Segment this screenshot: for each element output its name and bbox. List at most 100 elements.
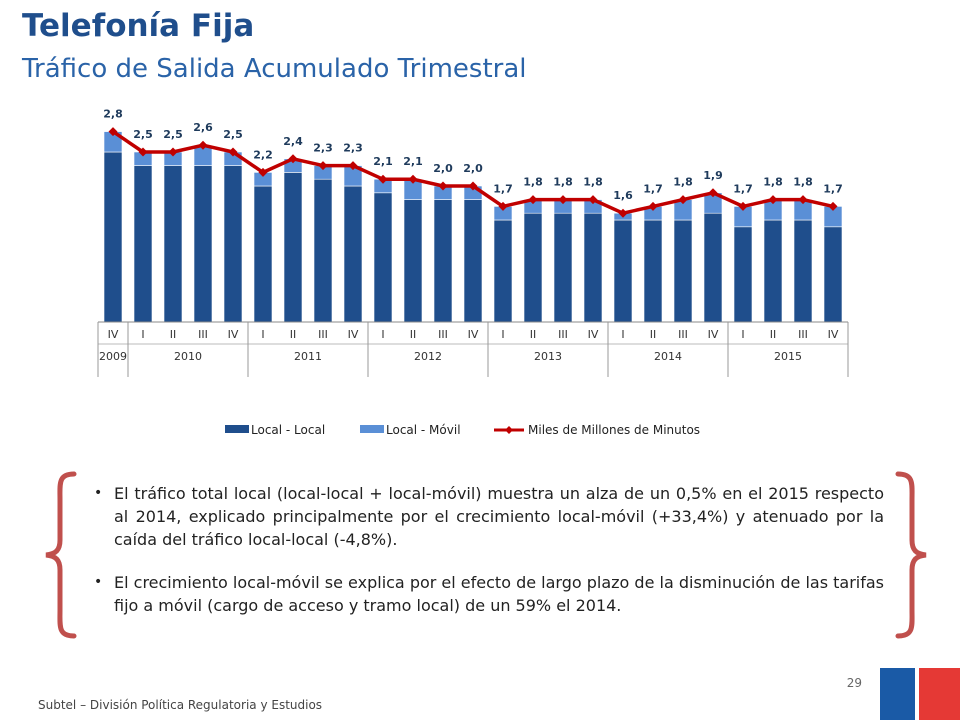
line-point-marker <box>648 201 658 211</box>
bar-local-local <box>673 219 693 323</box>
legend-label: Local - Local <box>251 423 325 437</box>
bar-local-local <box>133 165 153 323</box>
bar-local-local <box>193 165 213 323</box>
line-point-marker <box>168 147 178 157</box>
data-label: 1,7 <box>733 182 753 195</box>
data-label: 1,8 <box>583 176 603 189</box>
x-tick-label: I <box>741 328 744 341</box>
bar-local-local <box>163 165 183 323</box>
line-point-marker <box>378 174 388 184</box>
x-tick-label: I <box>261 328 264 341</box>
x-tick-label: IV <box>828 328 839 341</box>
data-label: 1,7 <box>493 182 513 195</box>
bar-local-local <box>793 219 813 323</box>
year-label: 2010 <box>174 350 202 363</box>
legend-swatch <box>360 425 384 433</box>
bar-local-local <box>223 165 243 323</box>
data-label: 1,7 <box>823 182 843 195</box>
bar-local-local <box>343 185 363 323</box>
data-label: 1,8 <box>553 176 573 189</box>
line-point-marker <box>798 195 808 205</box>
data-label: 1,8 <box>673 176 693 189</box>
bullet-dot-icon: • <box>94 574 103 590</box>
bar-local-local <box>103 151 123 323</box>
legend-marker <box>505 426 513 434</box>
line-point-marker <box>708 188 718 198</box>
bar-local-local <box>823 226 843 323</box>
line-point-marker <box>228 147 238 157</box>
x-tick-label: II <box>410 328 417 341</box>
data-label: 2,0 <box>433 162 453 175</box>
bar-local-local <box>253 185 273 323</box>
x-tick-label: IV <box>108 328 119 341</box>
x-tick-label: I <box>381 328 384 341</box>
year-label: 2015 <box>774 350 802 363</box>
data-label: 2,1 <box>373 155 393 168</box>
line-point-marker <box>498 201 508 211</box>
bullet-text: El tráfico total local (local-local + lo… <box>114 484 884 549</box>
year-label: 2011 <box>294 350 322 363</box>
data-label: 2,5 <box>223 128 243 141</box>
bullet-dot-icon: • <box>94 485 103 501</box>
data-label: 2,1 <box>403 155 423 168</box>
traffic-chart: IV I II III IV I II III IV I II III IV I II III IV I II III… <box>97 108 849 437</box>
line-point-marker <box>198 140 208 150</box>
line-point-marker <box>288 154 298 164</box>
x-tick-label: IV <box>228 328 239 341</box>
line-point-marker <box>768 195 778 205</box>
x-tick-label: II <box>770 328 777 341</box>
left-brace-icon <box>45 471 77 639</box>
bar-local-local <box>463 199 483 323</box>
bullet-text: El crecimiento local-móvil se explica po… <box>114 573 884 615</box>
page-subtitle: Tráfico de Salida Acumulado Trimestral <box>22 54 527 84</box>
bullet-item: • El tráfico total local (local-local + … <box>92 482 884 551</box>
page-title: Telefonía Fija <box>22 8 255 44</box>
year-label: 2009 <box>99 350 127 363</box>
bar-local-local <box>523 212 543 323</box>
bar-local-local <box>283 172 303 323</box>
x-tick-label: I <box>621 328 624 341</box>
x-tick-label: III <box>318 328 328 341</box>
data-label: 1,6 <box>613 189 633 202</box>
data-label: 2,3 <box>313 142 333 155</box>
bar-local-local <box>373 192 393 323</box>
line-point-marker <box>528 195 538 205</box>
x-tick-label: III <box>558 328 568 341</box>
bar-local-local <box>703 212 723 323</box>
x-tick-label: I <box>501 328 504 341</box>
x-tick-label: I <box>141 328 144 341</box>
x-tick-label: III <box>678 328 688 341</box>
line-point-marker <box>828 201 838 211</box>
year-label: 2012 <box>414 350 442 363</box>
x-tick-label: IV <box>588 328 599 341</box>
data-label: 2,4 <box>283 135 303 148</box>
legend-swatch <box>225 425 249 433</box>
x-tick-label: III <box>198 328 208 341</box>
line-point-marker <box>108 127 118 137</box>
line-point-marker <box>318 161 328 171</box>
bar-local-local <box>583 212 603 323</box>
line-point-marker <box>408 174 418 184</box>
line-point-marker <box>678 195 688 205</box>
data-label: 1,7 <box>643 182 663 195</box>
data-label: 1,8 <box>523 176 543 189</box>
x-tick-label: IV <box>708 328 719 341</box>
bullet-item: • El crecimiento local-móvil se explica … <box>92 571 884 617</box>
line-point-marker <box>468 181 478 191</box>
year-label: 2014 <box>654 350 682 363</box>
bar-local-local <box>493 219 513 323</box>
x-tick-label: IV <box>468 328 479 341</box>
data-label: 2,2 <box>253 148 273 161</box>
line-point-marker <box>138 147 148 157</box>
legend-label: Local - Móvil <box>386 423 461 437</box>
data-label: 2,5 <box>133 128 153 141</box>
x-tick-label: III <box>438 328 448 341</box>
x-tick-label: IV <box>348 328 359 341</box>
line-point-marker <box>618 208 628 218</box>
bullet-list: • El tráfico total local (local-local + … <box>92 482 884 637</box>
line-point-marker <box>438 181 448 191</box>
x-tick-label: II <box>650 328 657 341</box>
data-label: 1,8 <box>763 176 783 189</box>
x-tick-label: III <box>798 328 808 341</box>
bar-local-local <box>613 219 633 323</box>
